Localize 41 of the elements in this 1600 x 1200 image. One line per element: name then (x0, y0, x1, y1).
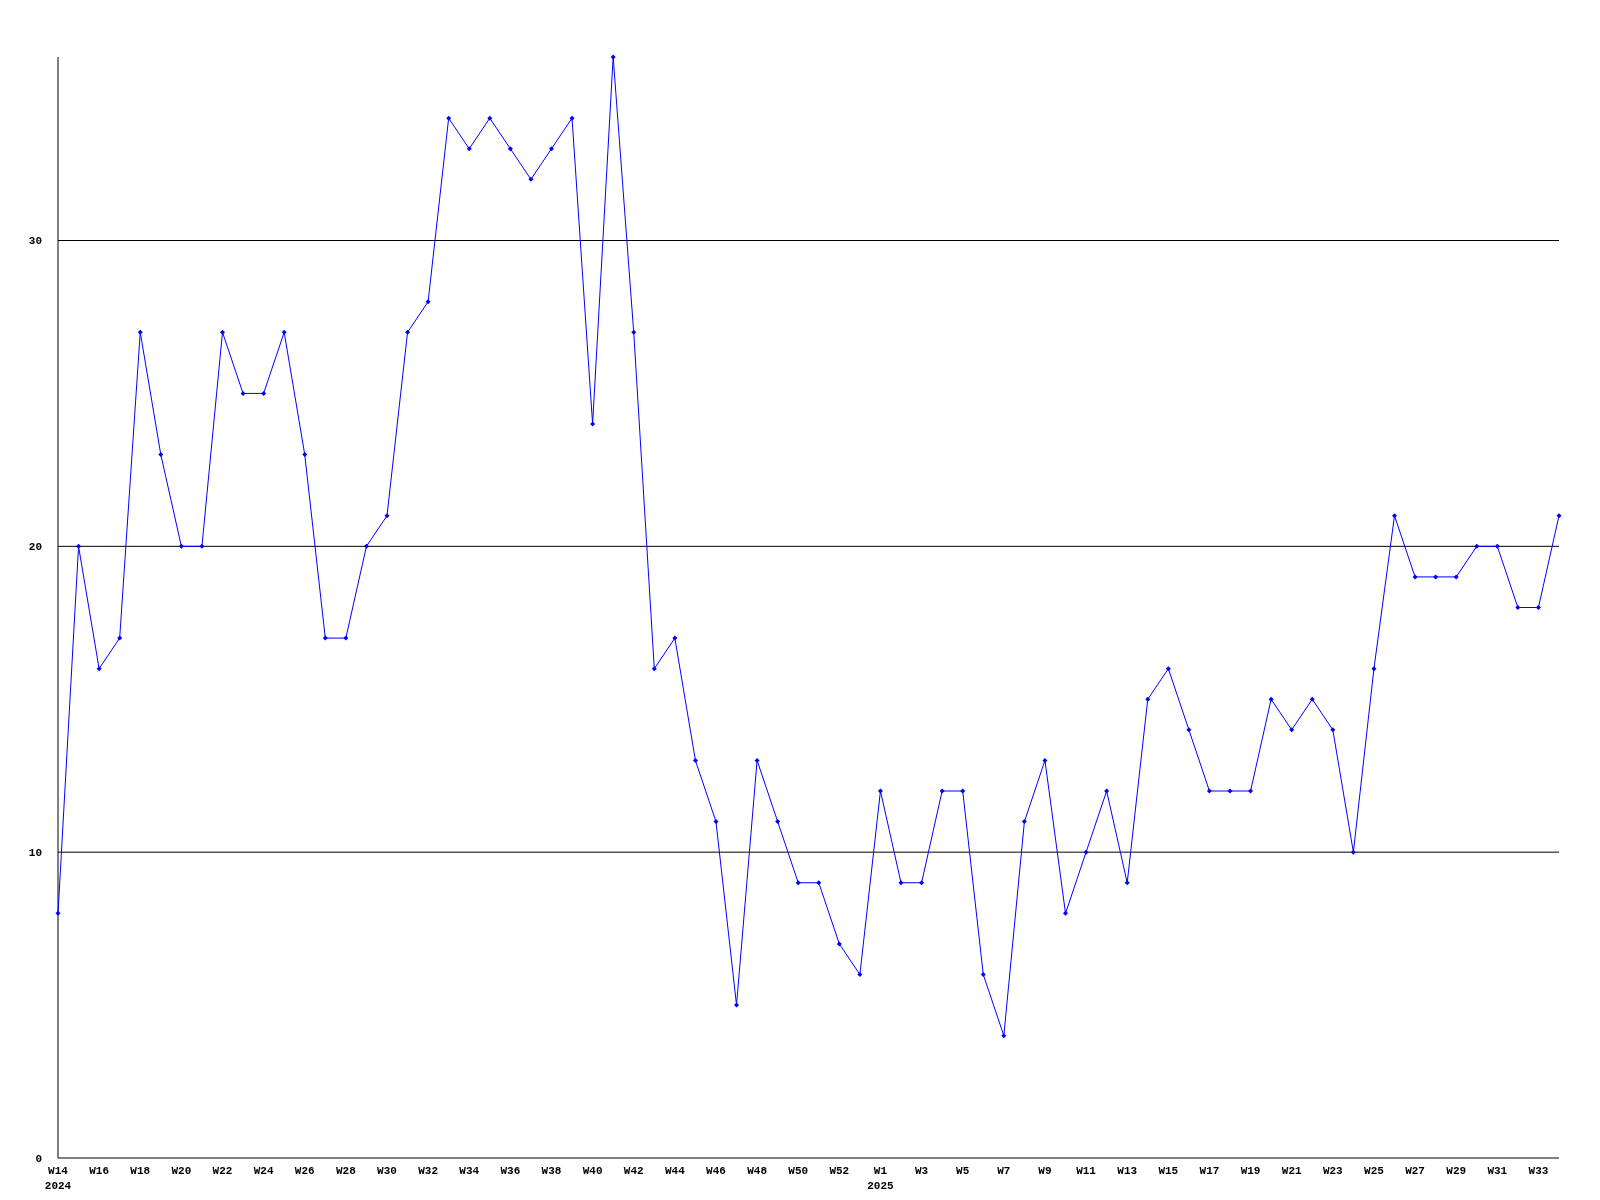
x-tick-label: W7 (997, 1165, 1011, 1177)
x-tick-label: W3 (914, 1165, 929, 1177)
x-tick-label: W22 (212, 1165, 233, 1177)
x-tick-label: W31 (1487, 1165, 1508, 1177)
x-tick-label: W46 (706, 1165, 726, 1177)
x-tick-label: W52 (829, 1165, 850, 1177)
x-tick-label: W11 (1076, 1165, 1097, 1177)
x-tick-label: W23 (1322, 1165, 1344, 1177)
x-tick-label: W18 (130, 1165, 151, 1177)
x-tick-label: W17 (1199, 1165, 1220, 1177)
x-tick-label: W29 (1446, 1165, 1467, 1177)
x-tick-label: W9 (1038, 1165, 1052, 1177)
x-tick-label: W15 (1158, 1165, 1179, 1177)
y-tick-label: 10 (28, 847, 42, 860)
x-tick-label: W42 (623, 1165, 644, 1177)
x-tick-label: W19 (1240, 1165, 1261, 1177)
x-tick-label: W32 (418, 1165, 439, 1177)
x-tick-label: W50 (788, 1165, 809, 1177)
y-tick-label: 20 (28, 541, 42, 554)
x-tick-label: W34 (459, 1165, 480, 1177)
x-tick-label: W13 (1117, 1165, 1138, 1177)
x-tick-label: W24 (253, 1165, 274, 1177)
y-tick-label: 30 (28, 235, 42, 248)
x-tick-label: W14 2024 (44, 1165, 72, 1192)
x-tick-label: W44 (664, 1165, 686, 1177)
x-tick-label: W21 (1281, 1165, 1302, 1177)
x-tick-label: W33 (1528, 1165, 1549, 1177)
x-tick-label: W48 (747, 1165, 768, 1177)
x-tick-label: W1 2025 (867, 1165, 895, 1192)
x-tick-label: W20 (171, 1165, 192, 1177)
x-tick-label: W27 (1405, 1165, 1425, 1177)
x-tick-label: W16 (89, 1165, 110, 1177)
y-tick-label: 0 (35, 1152, 42, 1165)
x-tick-label: W26 (294, 1165, 315, 1177)
x-tick-label: W36 (500, 1165, 521, 1177)
x-tick-label: W25 (1364, 1165, 1385, 1177)
x-tick-label: W38 (541, 1165, 562, 1177)
x-tick-label: W30 (377, 1165, 397, 1177)
x-tick-label: W40 (582, 1165, 603, 1177)
x-tick-label: W5 (956, 1165, 970, 1177)
x-tick-label: W28 (335, 1165, 357, 1177)
